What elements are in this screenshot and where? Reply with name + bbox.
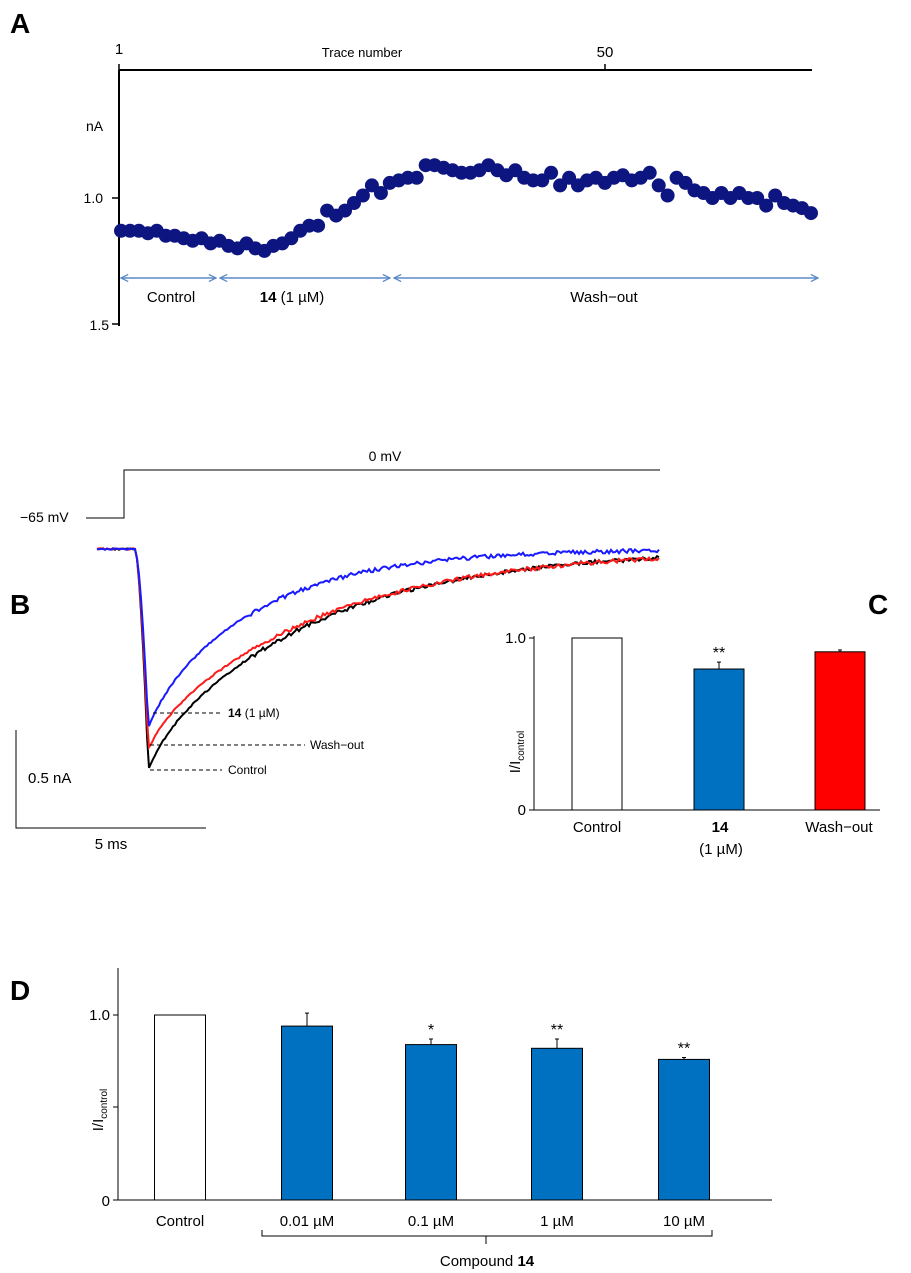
panel-a-data-point bbox=[409, 170, 424, 185]
panel-d-bar-0 bbox=[154, 1014, 206, 1201]
panel-d-bar-1 bbox=[281, 1025, 333, 1201]
panel-d-significance-3: ** bbox=[551, 1022, 563, 1039]
panel-a-data-point bbox=[642, 165, 657, 180]
panel-a-xlabel: Trace number bbox=[322, 45, 403, 60]
panel-a-segment-compound-label: 14 (1 µM) bbox=[260, 289, 325, 306]
panel-c-ytick-label-0: 0 bbox=[518, 802, 526, 819]
panel-c-ytick-label-1: 1.0 bbox=[505, 630, 526, 647]
panel-a-data-point bbox=[759, 198, 774, 213]
panel-letter-c: C bbox=[868, 589, 888, 620]
panel-a-data-point bbox=[544, 165, 559, 180]
panel-c-ylabel: I/Icontrol bbox=[507, 731, 527, 774]
panel-c-xlabel-washout: Wash−out bbox=[805, 819, 873, 836]
panel-c-significance-1: ** bbox=[713, 645, 725, 662]
panel-b-holding-label: −65 mV bbox=[20, 509, 69, 525]
panel-a-ytick-label-15: 1.5 bbox=[90, 317, 110, 333]
panel-a-data-point bbox=[651, 178, 666, 193]
panel-d-category-label-3: 1 µM bbox=[540, 1213, 574, 1230]
panel-d-category-label-1: 0.01 µM bbox=[280, 1213, 335, 1230]
panel-d-significance-4: ** bbox=[678, 1041, 690, 1058]
panel-d-group-label: Compound 14 bbox=[440, 1253, 535, 1270]
panel-a-data-point bbox=[311, 218, 326, 233]
panel-a-data-point bbox=[660, 188, 675, 203]
panel-a-trace-plot: 1 Trace number 50 nA 1.0 1.5 Control 14 … bbox=[84, 41, 818, 333]
panel-c-bar-2 bbox=[814, 651, 866, 811]
panel-c-xlabel-compound-conc: (1 µM) bbox=[699, 841, 743, 858]
panel-d-ytick-label-0: 0 bbox=[102, 1193, 110, 1210]
panel-b-label-washout: Wash−out bbox=[310, 738, 365, 752]
panel-a-data-point bbox=[373, 186, 388, 200]
panel-c-bar-chart: 1.0 0 I/Icontrol ** Control 14 (1 µM) Wa… bbox=[505, 630, 880, 858]
panel-a-ylabel: nA bbox=[86, 118, 104, 134]
panel-a-data-point bbox=[804, 206, 818, 221]
panel-d-ylabel: I/Icontrol bbox=[90, 1089, 110, 1132]
panel-d-significance-2: * bbox=[428, 1022, 434, 1039]
panel-a-ytick-label-1: 1.0 bbox=[84, 190, 104, 206]
panel-b-trace-wash-out bbox=[96, 547, 660, 751]
panel-c-bar-1 bbox=[693, 668, 745, 811]
panel-letter-b: B bbox=[10, 589, 30, 620]
panel-a-xtick-label-50: 50 bbox=[597, 44, 614, 61]
panel-d-bar-2 bbox=[405, 1044, 457, 1201]
panel-d-category-label-0: Control bbox=[156, 1213, 204, 1230]
panel-b-scale-bar bbox=[15, 730, 206, 829]
panel-b-label-control: Control bbox=[228, 763, 267, 777]
panel-b-trace-14-1-m- bbox=[96, 547, 660, 727]
panel-d-ytick-label-1: 1.0 bbox=[89, 1007, 110, 1024]
panel-d-category-label-4: 10 µM bbox=[663, 1213, 705, 1230]
panel-b-label-compound: 14 (1 µM) bbox=[228, 706, 280, 720]
panel-letter-a: A bbox=[10, 8, 30, 39]
panel-b-step-label: 0 mV bbox=[369, 448, 402, 464]
panel-c-xlabel-compound: 14 bbox=[712, 819, 729, 836]
panel-b-scale-y-label: 0.5 nA bbox=[28, 770, 71, 787]
panel-letter-d: D bbox=[10, 975, 30, 1006]
panel-d-category-label-2: 0.1 µM bbox=[408, 1213, 454, 1230]
panel-d-bar-4 bbox=[658, 1058, 710, 1201]
panel-c-xlabel-control: Control bbox=[573, 819, 621, 836]
panel-a-segment-washout-label: Wash−out bbox=[570, 289, 638, 306]
panel-b-scale-x-label: 5 ms bbox=[95, 836, 128, 853]
panel-a-segment-control-label: Control bbox=[147, 289, 195, 306]
panel-d-bar-chart: 1.0 0 I/Icontrol Control 0.01 µM * 0.1 µM **… bbox=[89, 968, 772, 1270]
panel-c-bar-0 bbox=[571, 637, 623, 811]
panel-b-current-traces: −65 mV 0 mV 14 (1 µM) Wash−out Control 0… bbox=[15, 448, 660, 853]
panel-d-group-bracket bbox=[261, 1230, 713, 1244]
panel-d-bar-3 bbox=[531, 1047, 583, 1201]
panel-a-xtick-label-1: 1 bbox=[115, 41, 123, 58]
panel-b-voltage-protocol bbox=[86, 469, 660, 519]
panel-a-data-point bbox=[355, 188, 370, 203]
